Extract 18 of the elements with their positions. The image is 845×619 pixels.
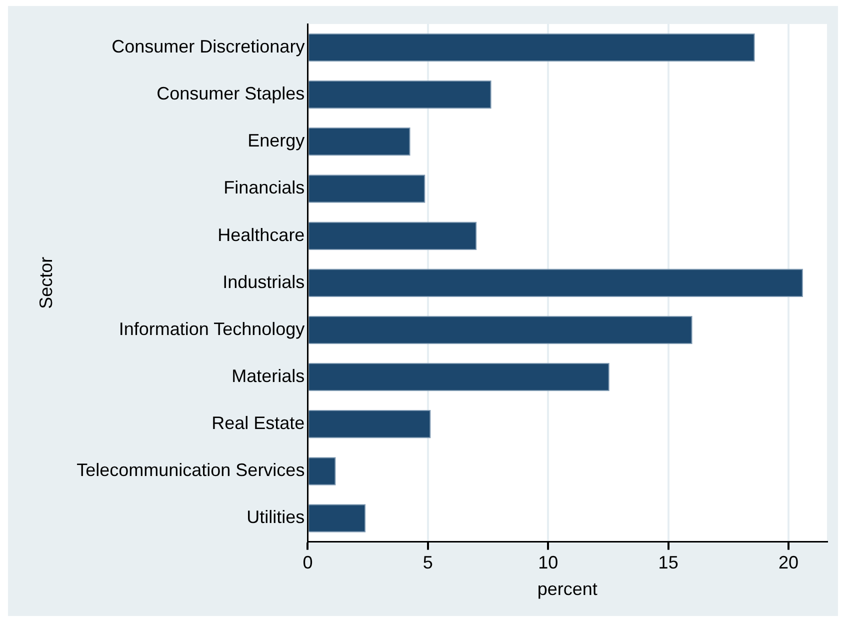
y-axis-title: Sector: [36, 256, 56, 309]
x-tick-label: 5: [422, 552, 433, 573]
y-tick-label: Healthcare: [218, 224, 305, 245]
x-tick-label: 15: [658, 552, 678, 573]
y-tick-label: Financials: [224, 178, 305, 198]
x-tick-label: 10: [538, 552, 558, 573]
y-tick-label: Information Technology: [118, 318, 305, 339]
y-tick-label: Industrials: [222, 272, 305, 292]
y-tick-label: Telecommunication Services: [76, 460, 305, 480]
y-tick-label: Energy: [248, 130, 305, 151]
y-tick-label: Materials: [232, 366, 305, 386]
y-tick-label: Consumer Discretionary: [112, 36, 305, 57]
x-axis-title: percent: [537, 579, 598, 600]
x-tick-label: 20: [778, 552, 799, 573]
y-tick-label: Utilities: [246, 507, 305, 528]
x-tick-label: 0: [302, 552, 313, 573]
y-tick-label: Real Estate: [212, 413, 305, 434]
y-tick-label: Consumer Staples: [156, 84, 305, 104]
